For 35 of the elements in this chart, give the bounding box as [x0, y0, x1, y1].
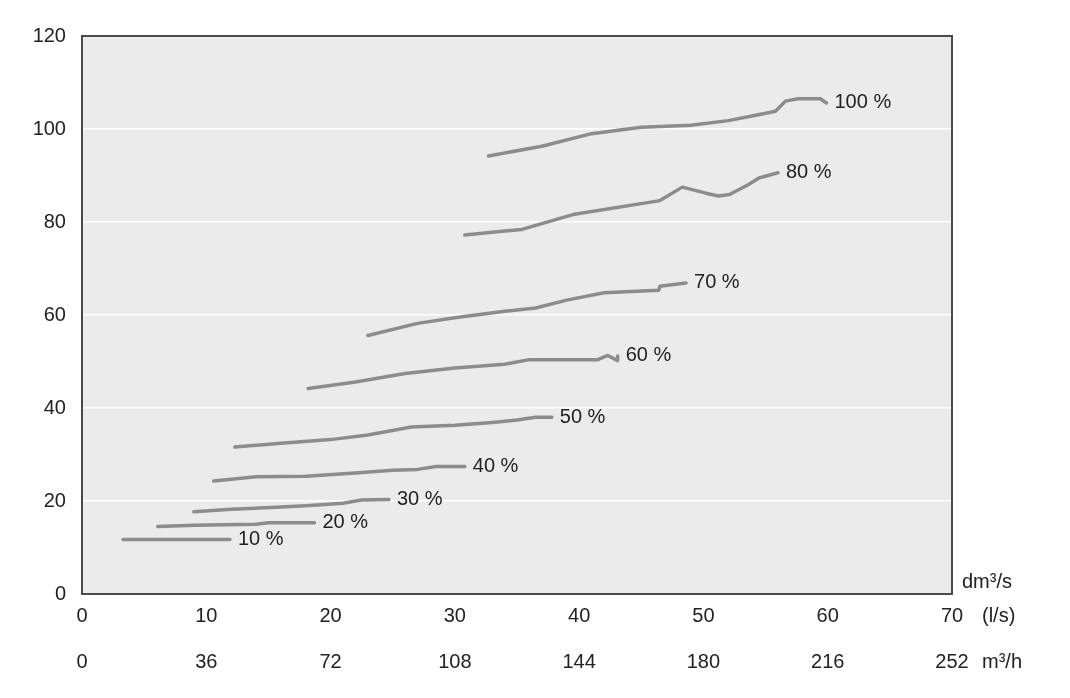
- x-tick-label: 60: [816, 603, 839, 626]
- x-tick-label: 50: [692, 603, 715, 626]
- y-tick-label: 60: [43, 302, 66, 325]
- series-label: 100 %: [834, 90, 892, 113]
- x-tick-label: 0: [76, 603, 88, 626]
- series-label: 80 %: [786, 160, 832, 183]
- series-label: 30 %: [396, 487, 443, 510]
- y-tick-label: 100: [32, 116, 66, 139]
- y-tick-label: 120: [32, 23, 66, 46]
- y-tick-label: 40: [43, 395, 66, 418]
- x-tick-label: 30: [443, 603, 466, 626]
- x2-tick-label: 0: [76, 649, 88, 672]
- x2-tick-label: 252: [935, 649, 969, 672]
- x-tick-label: 20: [319, 603, 342, 626]
- x2-tick-label: 36: [195, 649, 218, 672]
- series-label: 60 %: [625, 343, 672, 366]
- x2-tick-label: 180: [686, 649, 721, 672]
- x2-tick-label: 108: [438, 649, 472, 672]
- y-tick-label: 80: [43, 209, 66, 232]
- y-tick-label: 20: [43, 488, 66, 511]
- series-label: 10 %: [237, 527, 284, 550]
- x2-tick-label: 144: [562, 649, 596, 672]
- series-label: 70 %: [694, 270, 740, 293]
- series-label: 20 %: [322, 510, 369, 533]
- x2-tick-label: 72: [319, 649, 342, 672]
- text: (l/s): [982, 603, 1016, 626]
- x-tick-label: 10: [195, 603, 218, 626]
- x-tick-label: 40: [568, 603, 591, 626]
- y-tick-label: 0: [54, 581, 66, 604]
- x-tick-label: 70: [940, 603, 964, 626]
- x2-axis-title: m³/h: [982, 649, 1022, 672]
- series-label: 50 %: [559, 404, 606, 427]
- series-label: 40 %: [472, 454, 519, 477]
- x-axis-title: dm³/s: [962, 569, 1012, 592]
- x2-tick-label: 216: [811, 649, 845, 672]
